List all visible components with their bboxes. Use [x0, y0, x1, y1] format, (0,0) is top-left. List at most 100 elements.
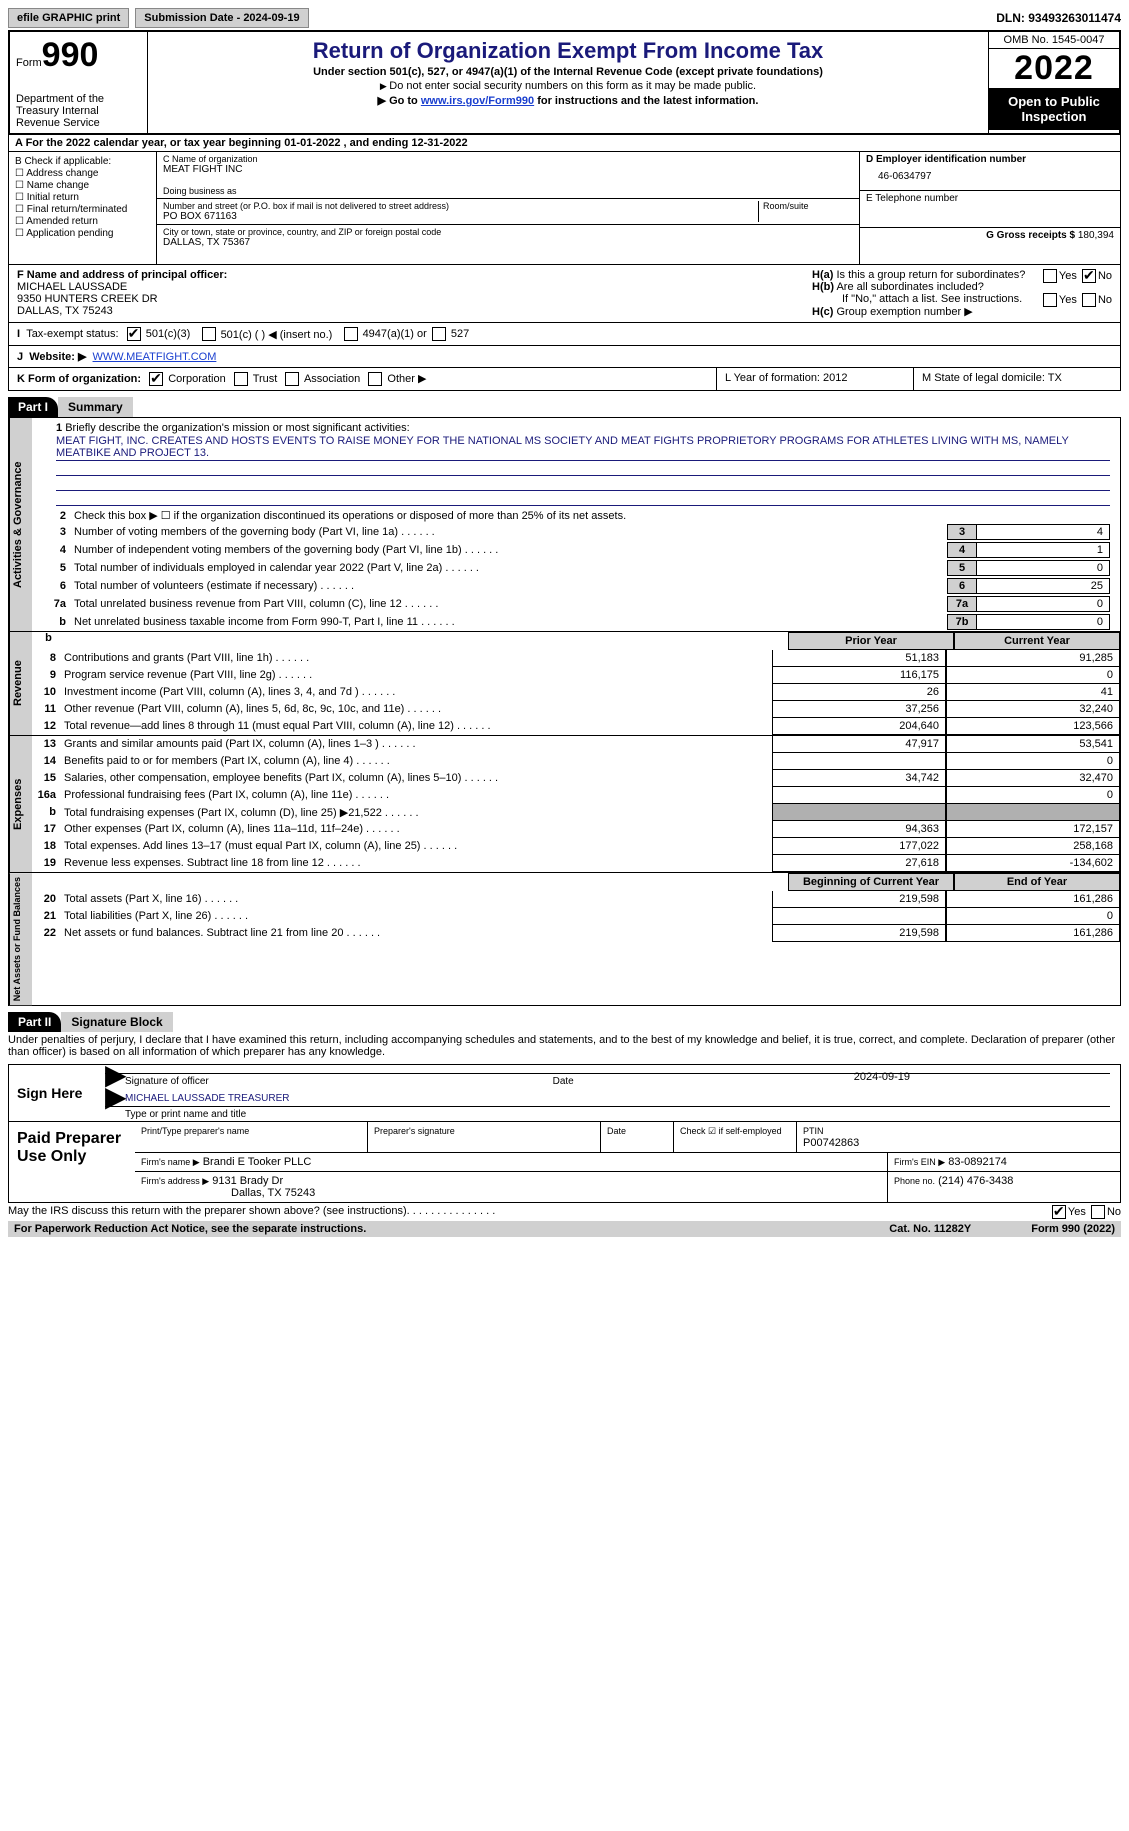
- exp-line-b: bTotal fundraising expenses (Part IX, co…: [32, 804, 1120, 821]
- discuss-yes[interactable]: [1052, 1205, 1066, 1219]
- chk-initial-return[interactable]: ☐ Initial return: [15, 192, 150, 203]
- form-footer: Form 990 (2022): [1031, 1223, 1115, 1235]
- form-number: 990: [42, 36, 99, 74]
- col-b-header: B Check if applicable:: [15, 156, 150, 167]
- mission-label: Briefly describe the organization's miss…: [65, 422, 409, 434]
- hdr-prior-year: Prior Year: [788, 632, 954, 650]
- ein-label: D Employer identification number: [866, 154, 1026, 165]
- form-prefix: Form: [16, 57, 42, 69]
- firm-ein: 83-0892174: [948, 1156, 1007, 1168]
- exp-line-15: 15Salaries, other compensation, employee…: [32, 770, 1120, 787]
- hb-no[interactable]: [1082, 293, 1096, 307]
- hb-yes[interactable]: [1043, 293, 1057, 307]
- city-label: City or town, state or province, country…: [163, 227, 853, 237]
- submission-date: Submission Date - 2024-09-19: [135, 8, 308, 28]
- gov-line-7a: 7aTotal unrelated business revenue from …: [32, 595, 1120, 613]
- row-i-tax-status: I Tax-exempt status: 501(c)(3) 501(c) ( …: [8, 323, 1121, 346]
- na-line-20: 20Total assets (Part X, line 16)219,5981…: [32, 891, 1120, 908]
- rev-line-8: 8Contributions and grants (Part VIII, li…: [32, 650, 1120, 667]
- chk-address-change[interactable]: ☐ Address change: [15, 168, 150, 179]
- officer-label: F Name and address of principal officer:: [17, 269, 227, 281]
- chk-other[interactable]: [368, 372, 382, 386]
- dba-label: Doing business as: [163, 186, 853, 196]
- top-bar: efile GRAPHIC print Submission Date - 20…: [8, 8, 1121, 28]
- ptin: P00742863: [803, 1137, 859, 1149]
- side-expenses: Expenses: [9, 736, 32, 872]
- irs-link[interactable]: www.irs.gov/Form990: [421, 95, 534, 107]
- chk-501c[interactable]: [202, 327, 216, 341]
- row-a-period: A For the 2022 calendar year, or tax yea…: [8, 135, 1121, 152]
- gross-receipts-label: G Gross receipts $: [986, 230, 1075, 241]
- chk-amended[interactable]: ☐ Amended return: [15, 216, 150, 227]
- dln: DLN: 93493263011474: [996, 11, 1121, 25]
- sig-officer-label: Signature of officer: [125, 1076, 209, 1087]
- addr-label: Number and street (or P.O. box if mail i…: [163, 201, 758, 211]
- hdr-boy: Beginning of Current Year: [788, 873, 954, 891]
- chk-corp[interactable]: [149, 372, 163, 386]
- form-title: Return of Organization Exempt From Incom…: [156, 38, 980, 64]
- chk-name-change[interactable]: ☐ Name change: [15, 180, 150, 191]
- part-2-title: Signature Block: [61, 1012, 172, 1032]
- dept-text: Department of the Treasury Internal Reve…: [16, 93, 141, 129]
- rev-line-11: 11Other revenue (Part VIII, column (A), …: [32, 701, 1120, 718]
- efile-button[interactable]: efile GRAPHIC print: [8, 8, 129, 28]
- officer-addr2: DALLAS, TX 75243: [17, 305, 113, 317]
- signature-declaration: Under penalties of perjury, I declare th…: [8, 1032, 1121, 1060]
- exp-line-19: 19Revenue less expenses. Subtract line 1…: [32, 855, 1120, 872]
- ein-value: 46-0634797: [866, 165, 1114, 188]
- rev-line-12: 12Total revenue—add lines 8 through 11 (…: [32, 718, 1120, 735]
- sign-here-block: Sign Here ▶2024-09-19 Signature of offic…: [8, 1064, 1121, 1122]
- sig-name: MICHAEL LAUSSADE TREASURER: [125, 1093, 290, 1104]
- org-name: MEAT FIGHT INC: [163, 164, 853, 175]
- gross-receipts: 180,394: [1078, 230, 1114, 241]
- officer-addr1: 9350 HUNTERS CREEK DR: [17, 293, 158, 305]
- preparer-block: Paid Preparer Use Only Print/Type prepar…: [8, 1122, 1121, 1203]
- form-header: Form990 Department of the Treasury Inter…: [8, 30, 1121, 135]
- org-name-label: C Name of organization: [163, 154, 853, 164]
- chk-final-return[interactable]: ☐ Final return/terminated: [15, 204, 150, 215]
- form-subtitle: Under section 501(c), 527, or 4947(a)(1)…: [156, 66, 980, 78]
- side-activities-governance: Activities & Governance: [9, 418, 32, 631]
- entity-block: B Check if applicable: ☐ Address change …: [8, 152, 1121, 265]
- exp-line-18: 18Total expenses. Add lines 13–17 (must …: [32, 838, 1120, 855]
- hdr-current-year: Current Year: [954, 632, 1120, 650]
- org-city: DALLAS, TX 75367: [163, 237, 853, 248]
- chk-527[interactable]: [432, 327, 446, 341]
- ha-no[interactable]: [1082, 269, 1096, 283]
- sign-here-label: Sign Here: [9, 1065, 95, 1121]
- gov-line-6: 6Total number of volunteers (estimate if…: [32, 577, 1120, 595]
- mission-text: MEAT FIGHT, INC. CREATES AND HOSTS EVENT…: [56, 434, 1110, 461]
- website-link[interactable]: WWW.MEATFIGHT.COM: [93, 351, 217, 363]
- firm-phone: (214) 476-3438: [938, 1175, 1013, 1187]
- paperwork-notice: For Paperwork Reduction Act Notice, see …: [14, 1223, 366, 1235]
- gov-line-b: bNet unrelated business taxable income f…: [32, 613, 1120, 631]
- chk-assoc[interactable]: [285, 372, 299, 386]
- chk-501c3[interactable]: [127, 327, 141, 341]
- irs-discuss-row: May the IRS discuss this return with the…: [8, 1203, 1121, 1221]
- note-ssn: Do not enter social security numbers on …: [156, 80, 980, 92]
- rev-line-10: 10Investment income (Part VIII, column (…: [32, 684, 1120, 701]
- hb-label: Are all subordinates included?: [836, 281, 983, 293]
- chk-app-pending[interactable]: ☐ Application pending: [15, 228, 150, 239]
- side-net-assets: Net Assets or Fund Balances: [9, 873, 32, 1005]
- na-line-21: 21Total liabilities (Part X, line 26)0: [32, 908, 1120, 925]
- gov-line-5: 5Total number of individuals employed in…: [32, 559, 1120, 577]
- gov-line-4: 4Number of independent voting members of…: [32, 541, 1120, 559]
- na-line-22: 22Net assets or fund balances. Subtract …: [32, 925, 1120, 942]
- exp-line-14: 14Benefits paid to or for members (Part …: [32, 753, 1120, 770]
- part-1-title: Summary: [58, 397, 133, 417]
- ha-yes[interactable]: [1043, 269, 1057, 283]
- cat-no: Cat. No. 11282Y: [889, 1223, 971, 1235]
- chk-4947[interactable]: [344, 327, 358, 341]
- discuss-no[interactable]: [1091, 1205, 1105, 1219]
- firm-name: Brandi E Tooker PLLC: [203, 1156, 312, 1168]
- sig-date: 2024-09-19: [854, 1071, 910, 1083]
- chk-trust[interactable]: [234, 372, 248, 386]
- sig-name-label: Type or print name and title: [95, 1109, 1120, 1120]
- hdr-eoy: End of Year: [954, 873, 1120, 891]
- tax-year: 2022: [989, 49, 1119, 88]
- firm-addr2: Dallas, TX 75243: [141, 1187, 315, 1199]
- phone-label: E Telephone number: [866, 193, 958, 204]
- gov-line-3: 3Number of voting members of the governi…: [32, 523, 1120, 541]
- row-j-website: J Website: ▶ WWW.MEATFIGHT.COM: [8, 346, 1121, 368]
